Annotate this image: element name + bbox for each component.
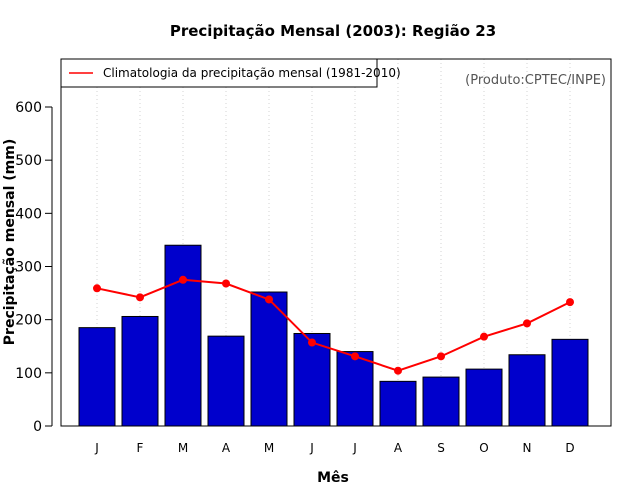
- y-axis: 0 100 200 300 400 500 600: [15, 100, 53, 435]
- x-tick-label: F: [137, 441, 144, 455]
- y-tick-label: 100: [15, 366, 42, 382]
- x-tick-label: M: [264, 441, 274, 455]
- x-tick-label: J: [352, 441, 357, 455]
- climatology-point: [437, 352, 445, 361]
- x-tick-label: D: [565, 441, 574, 455]
- bar: [207, 335, 245, 427]
- x-tick-label: O: [479, 441, 488, 455]
- bar: [422, 376, 460, 427]
- bar: [379, 380, 417, 427]
- bar: [121, 315, 159, 427]
- bar: [164, 244, 202, 427]
- y-tick-label: 200: [15, 313, 42, 329]
- climatology-point: [480, 332, 488, 341]
- climatology-point: [93, 284, 101, 293]
- legend-box: [60, 58, 378, 88]
- climatology-point: [394, 366, 402, 375]
- bar: [508, 354, 546, 427]
- climatology-point: [265, 295, 273, 304]
- line-series: [93, 275, 574, 375]
- y-tick-label: 600: [15, 100, 42, 116]
- climatology-line: [96, 278, 571, 372]
- y-tick-label: 300: [15, 260, 42, 276]
- climatology-point: [136, 293, 144, 302]
- x-tick-label: M: [178, 441, 188, 455]
- climatology-point: [308, 338, 316, 347]
- bar: [465, 368, 503, 427]
- legend-label: Climatologia da precipitação mensal (198…: [103, 66, 401, 80]
- x-tick-label: J: [309, 441, 314, 455]
- bar: [250, 291, 288, 427]
- x-tick-label: A: [222, 441, 231, 455]
- bar: [293, 332, 331, 427]
- y-tick-label: 500: [15, 153, 42, 169]
- credit-text: (Produto:CPTEC/INPE): [465, 73, 606, 88]
- bar: [78, 327, 116, 427]
- bar: [336, 351, 374, 427]
- bar: [551, 338, 589, 427]
- climatology-point: [222, 279, 230, 288]
- y-axis-label: Precipitação mensal (mm): [2, 139, 18, 345]
- x-tick-label: A: [394, 441, 403, 455]
- climatology-point: [566, 298, 574, 307]
- bar-series: [78, 244, 589, 427]
- x-axis-label: Mês: [317, 470, 349, 486]
- x-tick-label: S: [437, 441, 445, 455]
- y-tick-label: 400: [15, 206, 42, 222]
- climatology-point: [179, 275, 187, 284]
- x-tick-label: N: [523, 441, 532, 455]
- chart-title: Precipitação Mensal (2003): Região 23: [170, 22, 496, 40]
- y-tick-label: 0: [33, 419, 42, 435]
- legend: Climatologia da precipitação mensal (198…: [60, 58, 401, 88]
- climatology-point: [523, 319, 531, 328]
- climatology-point: [351, 352, 359, 361]
- x-tick-label: J: [94, 441, 99, 455]
